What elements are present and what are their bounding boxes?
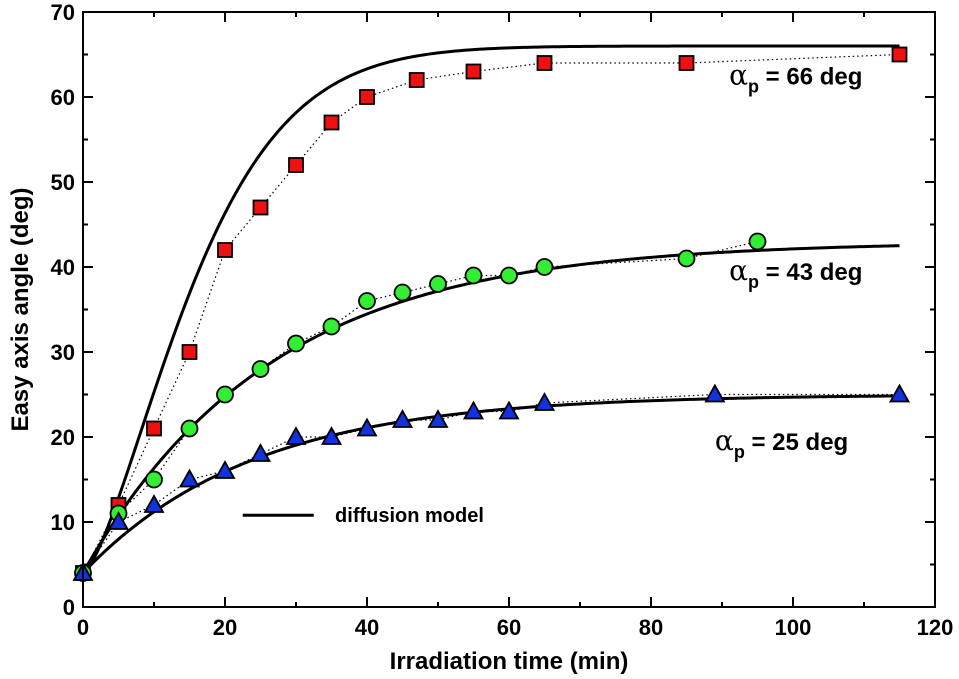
data-point-triangle bbox=[107, 511, 130, 530]
data-point-square bbox=[146, 420, 162, 437]
data-point-triangle bbox=[356, 417, 378, 437]
model-curve bbox=[82, 44, 900, 575]
x-tick-label: 60 bbox=[497, 615, 521, 640]
x-tick-label: 100 bbox=[775, 615, 812, 640]
data-point-triangle bbox=[285, 426, 307, 445]
plot-frame bbox=[82, 11, 936, 608]
legend: diffusion model bbox=[242, 505, 484, 527]
model-curve bbox=[81, 394, 900, 575]
data-point-triangle bbox=[462, 400, 485, 420]
y-tick-label: 40 bbox=[51, 255, 75, 280]
data-point-square bbox=[252, 199, 269, 216]
y-tick-label: 50 bbox=[51, 170, 75, 195]
legend-label: diffusion model bbox=[335, 505, 484, 527]
series-annotation: αp = 66 deg bbox=[729, 58, 862, 96]
y-tick-label: 70 bbox=[51, 0, 75, 25]
data-point-triangle bbox=[320, 426, 343, 445]
data-point-circle bbox=[464, 266, 483, 285]
y-tick-label: 0 bbox=[63, 595, 75, 620]
data-point-square bbox=[288, 157, 304, 173]
data-point-triangle bbox=[391, 409, 414, 428]
data-point-square bbox=[323, 114, 340, 131]
data-point-circle bbox=[535, 258, 554, 276]
y-axis-title: Easy axis angle (deg) bbox=[7, 187, 34, 431]
series-connector-line bbox=[82, 53, 900, 574]
data-point-circle bbox=[216, 385, 234, 404]
data-point-triangle bbox=[249, 443, 272, 462]
data-point-square bbox=[678, 55, 695, 71]
series-connector-line bbox=[82, 393, 900, 574]
data-point-circle bbox=[393, 283, 412, 302]
x-axis-title: Irradiation time (min) bbox=[390, 648, 629, 675]
data-point-triangle bbox=[498, 400, 520, 420]
data-point-square bbox=[181, 344, 198, 360]
model-curve bbox=[81, 244, 900, 574]
y-tick-label: 10 bbox=[51, 510, 75, 535]
data-point-triangle bbox=[214, 460, 236, 479]
data-point-square bbox=[536, 55, 553, 71]
data-point-circle bbox=[251, 360, 270, 378]
series-annotation: αp = 43 deg bbox=[729, 254, 862, 292]
data-point-square bbox=[465, 63, 482, 80]
data-point-circle bbox=[358, 292, 376, 310]
data-point-triangle bbox=[178, 468, 201, 488]
data-point-triangle bbox=[888, 383, 911, 403]
data-point-square bbox=[359, 89, 375, 105]
y-tick-label: 30 bbox=[51, 340, 75, 365]
x-tick-label: 20 bbox=[213, 615, 237, 640]
data-point-circle bbox=[287, 334, 305, 353]
data-point-square bbox=[217, 242, 233, 258]
data-point-circle bbox=[429, 275, 447, 293]
data-point-circle bbox=[748, 232, 767, 251]
x-tick-label: 80 bbox=[639, 615, 663, 640]
x-tick-label: 120 bbox=[917, 615, 954, 640]
series-annotation: αp = 25 deg bbox=[715, 424, 848, 462]
y-tick-label: 60 bbox=[51, 85, 75, 110]
x-tick-label: 0 bbox=[77, 615, 89, 640]
y-tick-label: 20 bbox=[51, 425, 75, 450]
data-point-triangle bbox=[143, 494, 165, 513]
data-point-square bbox=[408, 72, 425, 88]
data-point-triangle bbox=[427, 409, 449, 428]
x-tick-label: 40 bbox=[355, 615, 379, 640]
data-point-circle bbox=[500, 266, 518, 285]
data-point-triangle bbox=[704, 383, 726, 403]
data-point-triangle bbox=[533, 392, 556, 411]
data-point-circle bbox=[145, 470, 163, 489]
data-point-square bbox=[891, 46, 908, 63]
data-point-circle bbox=[180, 419, 199, 438]
data-point-circle bbox=[677, 249, 696, 268]
data-point-circle bbox=[322, 317, 341, 336]
